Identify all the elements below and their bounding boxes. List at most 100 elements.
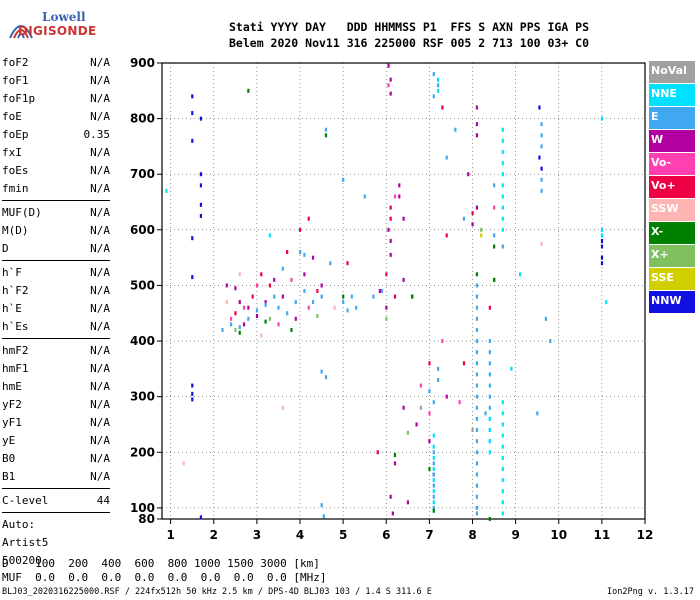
header-line-2: Belem 2020 Nov11 316 225000 RSF 005 2 71… (229, 36, 590, 50)
param-value: N/A (90, 206, 110, 219)
data-point (432, 508, 435, 513)
param-value: N/A (90, 182, 110, 195)
param-label: fmin (2, 182, 29, 195)
data-point (199, 515, 203, 520)
data-point (191, 111, 194, 116)
param-row-hmf2: hmF2 N/A (2, 342, 110, 360)
x-tick-label: 9 (511, 528, 519, 542)
param-row-b1: B1 N/A (2, 468, 110, 486)
data-point (600, 238, 604, 243)
data-point (320, 283, 323, 288)
data-point (488, 372, 491, 377)
data-point (475, 316, 479, 321)
data-point (385, 305, 388, 310)
data-point (255, 314, 259, 319)
data-point (475, 294, 479, 299)
data-point (311, 255, 315, 260)
legend: NoVal NNE E W Vo- Vo+ SSW X- X+ SSE NNW (649, 61, 695, 314)
footer-info: BLJ03_2020316225000.RSF / 224fx512h 50 k… (2, 587, 432, 597)
data-point (389, 91, 392, 96)
data-point (320, 369, 323, 374)
data-point (238, 330, 241, 335)
legend-item-xplus: X+ (649, 245, 695, 267)
grid (162, 62, 646, 520)
data-point (294, 316, 297, 321)
data-point (488, 405, 491, 410)
x-tick-label: 5 (339, 528, 347, 542)
data-point (307, 216, 310, 221)
data-point (389, 494, 392, 499)
param-label: B0 (2, 452, 16, 465)
data-point (467, 172, 470, 177)
param-row-ye: yE N/A (2, 432, 110, 450)
data-point (234, 327, 237, 332)
data-point (501, 433, 504, 438)
data-point (316, 289, 319, 293)
data-point (432, 505, 435, 510)
param-value: N/A (90, 380, 110, 393)
data-point (303, 272, 306, 277)
y-tick-label: 500 (130, 278, 155, 292)
param-row-hes: h`Es N/A (2, 318, 110, 336)
data-point (540, 144, 543, 149)
data-point (600, 255, 604, 260)
data-point (264, 319, 267, 324)
param-row-yf1: yF1 N/A (2, 414, 110, 432)
param-row-fof1: foF1 N/A (2, 72, 110, 90)
data-point (182, 461, 185, 466)
data-point (600, 261, 604, 266)
data-point (419, 405, 422, 410)
data-point (234, 311, 237, 316)
data-point (501, 127, 504, 132)
data-point (199, 213, 203, 218)
data-point (480, 227, 483, 232)
param-value: N/A (90, 110, 110, 123)
data-point (544, 316, 548, 321)
param-label: yE (2, 434, 16, 447)
param-label: h`F2 (2, 284, 29, 297)
data-point (538, 155, 541, 160)
param-value: N/A (90, 146, 110, 159)
header: Stati YYYY DAY DDD HHMMSS P1 FFS S AXN P… (229, 19, 589, 51)
data-point (432, 478, 435, 483)
data-point (432, 450, 435, 455)
data-point (428, 466, 431, 471)
data-point (501, 455, 504, 460)
data-point (277, 322, 280, 327)
data-point (475, 428, 479, 433)
param-label: h`Es (2, 320, 29, 333)
param-value: N/A (90, 164, 110, 177)
parameter-panel: foF2 N/A foF1 N/A foF1p N/A foE N/A foEp 0.35 fxI N… (2, 54, 110, 570)
data-point (191, 236, 194, 241)
data-point (242, 322, 246, 327)
param-value: N/A (90, 344, 110, 357)
param-row-foes: foEs N/A (2, 162, 110, 180)
data-point (475, 205, 479, 210)
footer: BLJ03_2020316225000.RSF / 224fx512h 50 k… (2, 587, 698, 597)
data-point (432, 444, 435, 449)
data-point (432, 400, 435, 405)
data-point (385, 316, 388, 321)
data-point (191, 138, 194, 143)
data-point (501, 244, 504, 249)
data-point (165, 188, 168, 193)
autoscaling-line: 500200 (2, 554, 42, 567)
data-point (488, 361, 491, 366)
param-label: hmF2 (2, 344, 29, 357)
data-point (475, 283, 479, 288)
y-tick-label: 100 (130, 501, 155, 515)
data-point (488, 350, 491, 355)
y-tick-label: 800 (130, 112, 155, 126)
param-value: N/A (90, 242, 110, 255)
data-point (355, 305, 358, 310)
data-point (432, 94, 435, 99)
data-point (191, 275, 194, 280)
data-point (540, 122, 543, 127)
data-point (475, 350, 479, 355)
data-point (299, 250, 302, 255)
param-label: foEp (2, 128, 29, 141)
data-point (501, 227, 504, 232)
data-point (255, 283, 259, 288)
data-point (458, 400, 461, 405)
param-row-hf: h`F N/A (2, 264, 110, 282)
